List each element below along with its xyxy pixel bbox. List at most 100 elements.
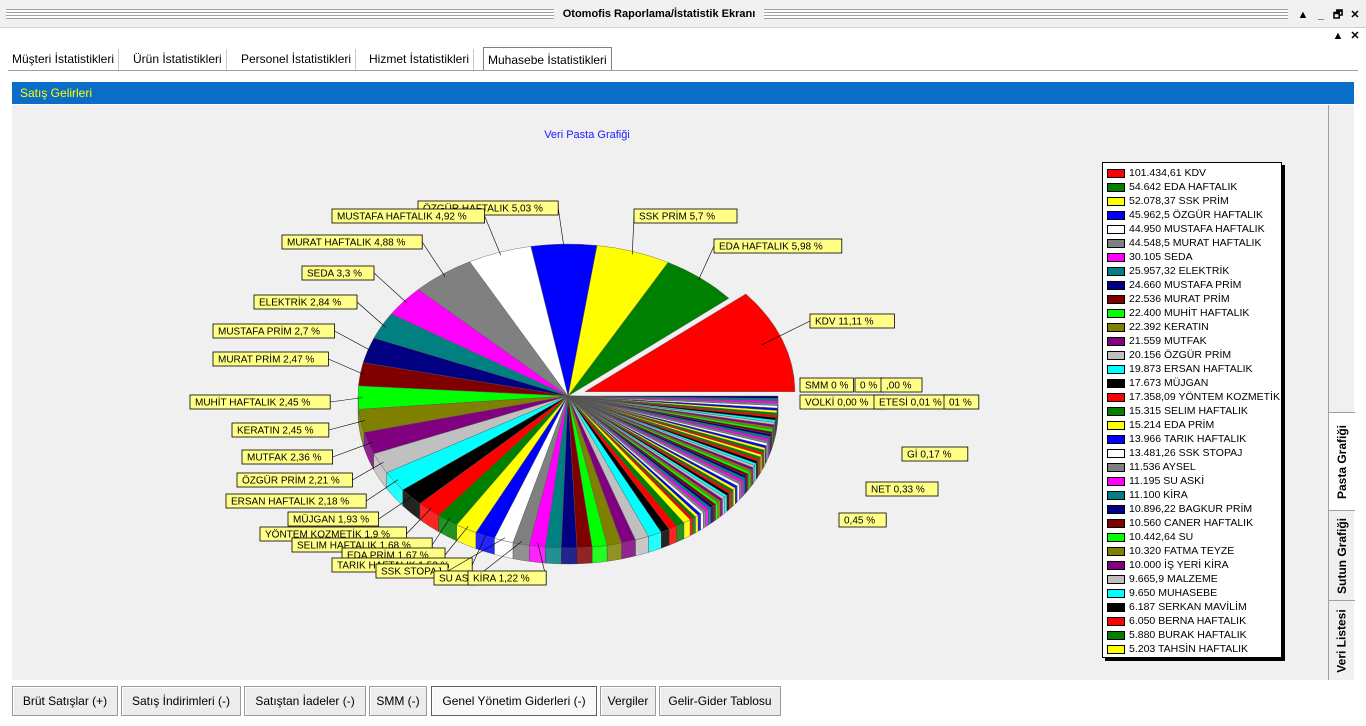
legend-swatch [1107,434,1125,444]
legend-swatch [1107,546,1125,556]
vergiler-button[interactable]: Vergiler [600,686,656,716]
pie-slice-side [767,440,769,460]
legend-label: 6.050 BERNA HAFTALIK [1129,615,1247,627]
legend-swatch [1107,574,1125,584]
pie-slice-side [713,503,716,523]
legend-swatch [1107,224,1125,234]
pie-slice-label: ÖZGÜR PRİM 2,21 % [242,474,340,487]
pie-leader-line [697,245,715,281]
pie-leader-line [557,207,565,248]
legend-item: 6.187 SERKAN MAVİLİM [1103,600,1281,614]
legend-label: 5.880 BURAK HAFTALIK [1129,629,1247,641]
gelir-gider-tablosu-button[interactable]: Gelir-Gider Tablosu [659,686,781,716]
brut-satislar-button[interactable]: Brüt Satışlar (+) [12,686,118,716]
genel-yonetim-giderleri-button[interactable]: Genel Yönetim Giderleri (-) [431,686,597,716]
legend-item: 11.536 AYSEL [1103,460,1281,474]
pie-slice-side [720,498,723,518]
pie-slice-label: Gİ 0,17 % [907,448,952,461]
legend-label: 10.442,64 SU [1129,531,1194,543]
panel-header: Satış Gelirleri [12,82,1354,104]
pie-slice-side [751,467,754,487]
pie-slice-side [765,445,767,464]
pie-slice-side [728,491,732,510]
side-tab-pasta-grafigi[interactable]: Pasta Grafiği [1329,412,1355,510]
legend-label: 15.315 SELIM HAFTALIK [1129,405,1248,417]
pie-label-box [189,394,331,410]
pie-slice-side [512,542,530,562]
pie-label-box [253,294,358,310]
legend-swatch [1107,630,1125,640]
legend-item: 17.358,09 YÖNTEM KOZMETİK [1103,390,1281,404]
satistan-iadeler-button[interactable]: Satıştan İadeler (-) [244,686,366,716]
pie-slice-side [746,473,749,493]
legend-label: 52.078,37 SSK PRİM [1129,195,1229,207]
legend-swatch [1107,518,1125,528]
pie-leader-line [332,442,373,458]
pie-slice-label: VOLKİ 0,00 % [805,396,868,409]
pie-slice-side [561,547,578,565]
legend-label: 21.559 MUTFAK [1129,335,1207,347]
smm-button[interactable]: SMM (-) [369,686,427,716]
pie-slice-side [700,511,704,531]
legend-item: 19.873 ERSAN HAFTALIK [1103,362,1281,376]
pie-label-box [713,238,843,254]
legend-swatch [1107,462,1125,472]
legend-swatch [1107,406,1125,416]
panel-title: Satış Gelirleri [20,86,93,100]
legend-item: 52.078,37 SSK PRİM [1103,194,1281,208]
pie-slice-side [697,513,701,532]
close-icon[interactable]: ✕ [1350,9,1360,21]
legend-swatch [1107,336,1125,346]
pie-slice-label: ERSAN HAFTALIK 2,18 % [231,497,349,508]
pie-leader-line [334,330,372,352]
legend-label: 11.100 KİRA [1129,489,1188,501]
inner-up-icon[interactable]: ▲ [1332,30,1344,42]
satis-indirimleri-button[interactable]: Satış İndirimleri (-) [121,686,241,716]
pie-slice-side [683,519,691,539]
tab-urun-istatistikleri[interactable]: Ürün İstatistikleri [129,49,227,71]
pie-slice-small [567,395,779,399]
side-tab-sutun-grafigi[interactable]: Sutun Grafiği [1329,510,1355,600]
legend-swatch [1107,182,1125,192]
pie-label-box [809,313,895,329]
legend-item: 17.673 MÜJGAN [1103,376,1281,390]
side-tab-veri-listesi[interactable]: Veri Listesi [1329,600,1355,680]
legend-label: 19.873 ERSAN HAFTALIK [1129,363,1253,375]
pie-leader-line [356,301,386,328]
legend-label: 6.187 SERKAN MAVİLİM [1129,601,1247,613]
legend-label: 101.434,61 KDV [1129,167,1207,179]
pie-slice-side [545,546,562,565]
inner-close-icon[interactable]: ✕ [1350,30,1360,42]
pie-slice-side [722,496,725,516]
pie-slice-side [740,479,744,499]
pie-label-box [880,377,923,393]
pie-slice-side [661,528,670,549]
tab-hizmet-istatistikleri[interactable]: Hizmet İstatistikleri [365,49,475,71]
pie-label-box [231,422,330,438]
pie-leader-line [373,272,408,304]
legend-swatch [1107,364,1125,374]
scroll-up-icon[interactable]: ▲ [1297,9,1309,21]
pie-slice-side [705,508,709,527]
bottom-button-bar: Brüt Satışlar (+) Satış İndirimleri (-) … [0,682,1366,726]
pie-chart: KDV 11,11 % EDA HAFTALIK 5,98 % SSK PRİM 5… [189,200,980,586]
tab-muhasebe-istatistikleri[interactable]: Muhasebe İstatistikleri [483,47,612,71]
legend-swatch [1107,490,1125,500]
legend-swatch [1107,476,1125,486]
legend-item: 45.962,5 ÖZGÜR HAFTALIK [1103,208,1281,222]
pie-slice-side [733,487,736,507]
pie-slice-side [715,502,719,521]
legend-label: 10.000 İŞ YERİ KİRA [1129,559,1229,571]
legend-item: 22.536 MURAT PRİM [1103,292,1281,306]
restore-icon[interactable]: 🗗 [1332,9,1344,21]
tab-musteri-istatistikleri[interactable]: Müşteri İstatistikleri [8,49,120,71]
legend-item: 54.642 EDA HAFTALIK [1103,180,1281,194]
legend-item: 13.481,26 SSK STOPAJ [1103,446,1281,460]
pie-leader-line [330,397,363,403]
tab-personel-istatistikleri[interactable]: Personel İstatistikleri [237,49,357,71]
legend-swatch [1107,280,1125,290]
minimize-icon[interactable]: _ [1317,9,1325,21]
legend-item: 22.392 KERATIN [1103,320,1281,334]
legend-item: 10.560 CANER HAFTALIK [1103,516,1281,530]
legend-swatch [1107,588,1125,598]
